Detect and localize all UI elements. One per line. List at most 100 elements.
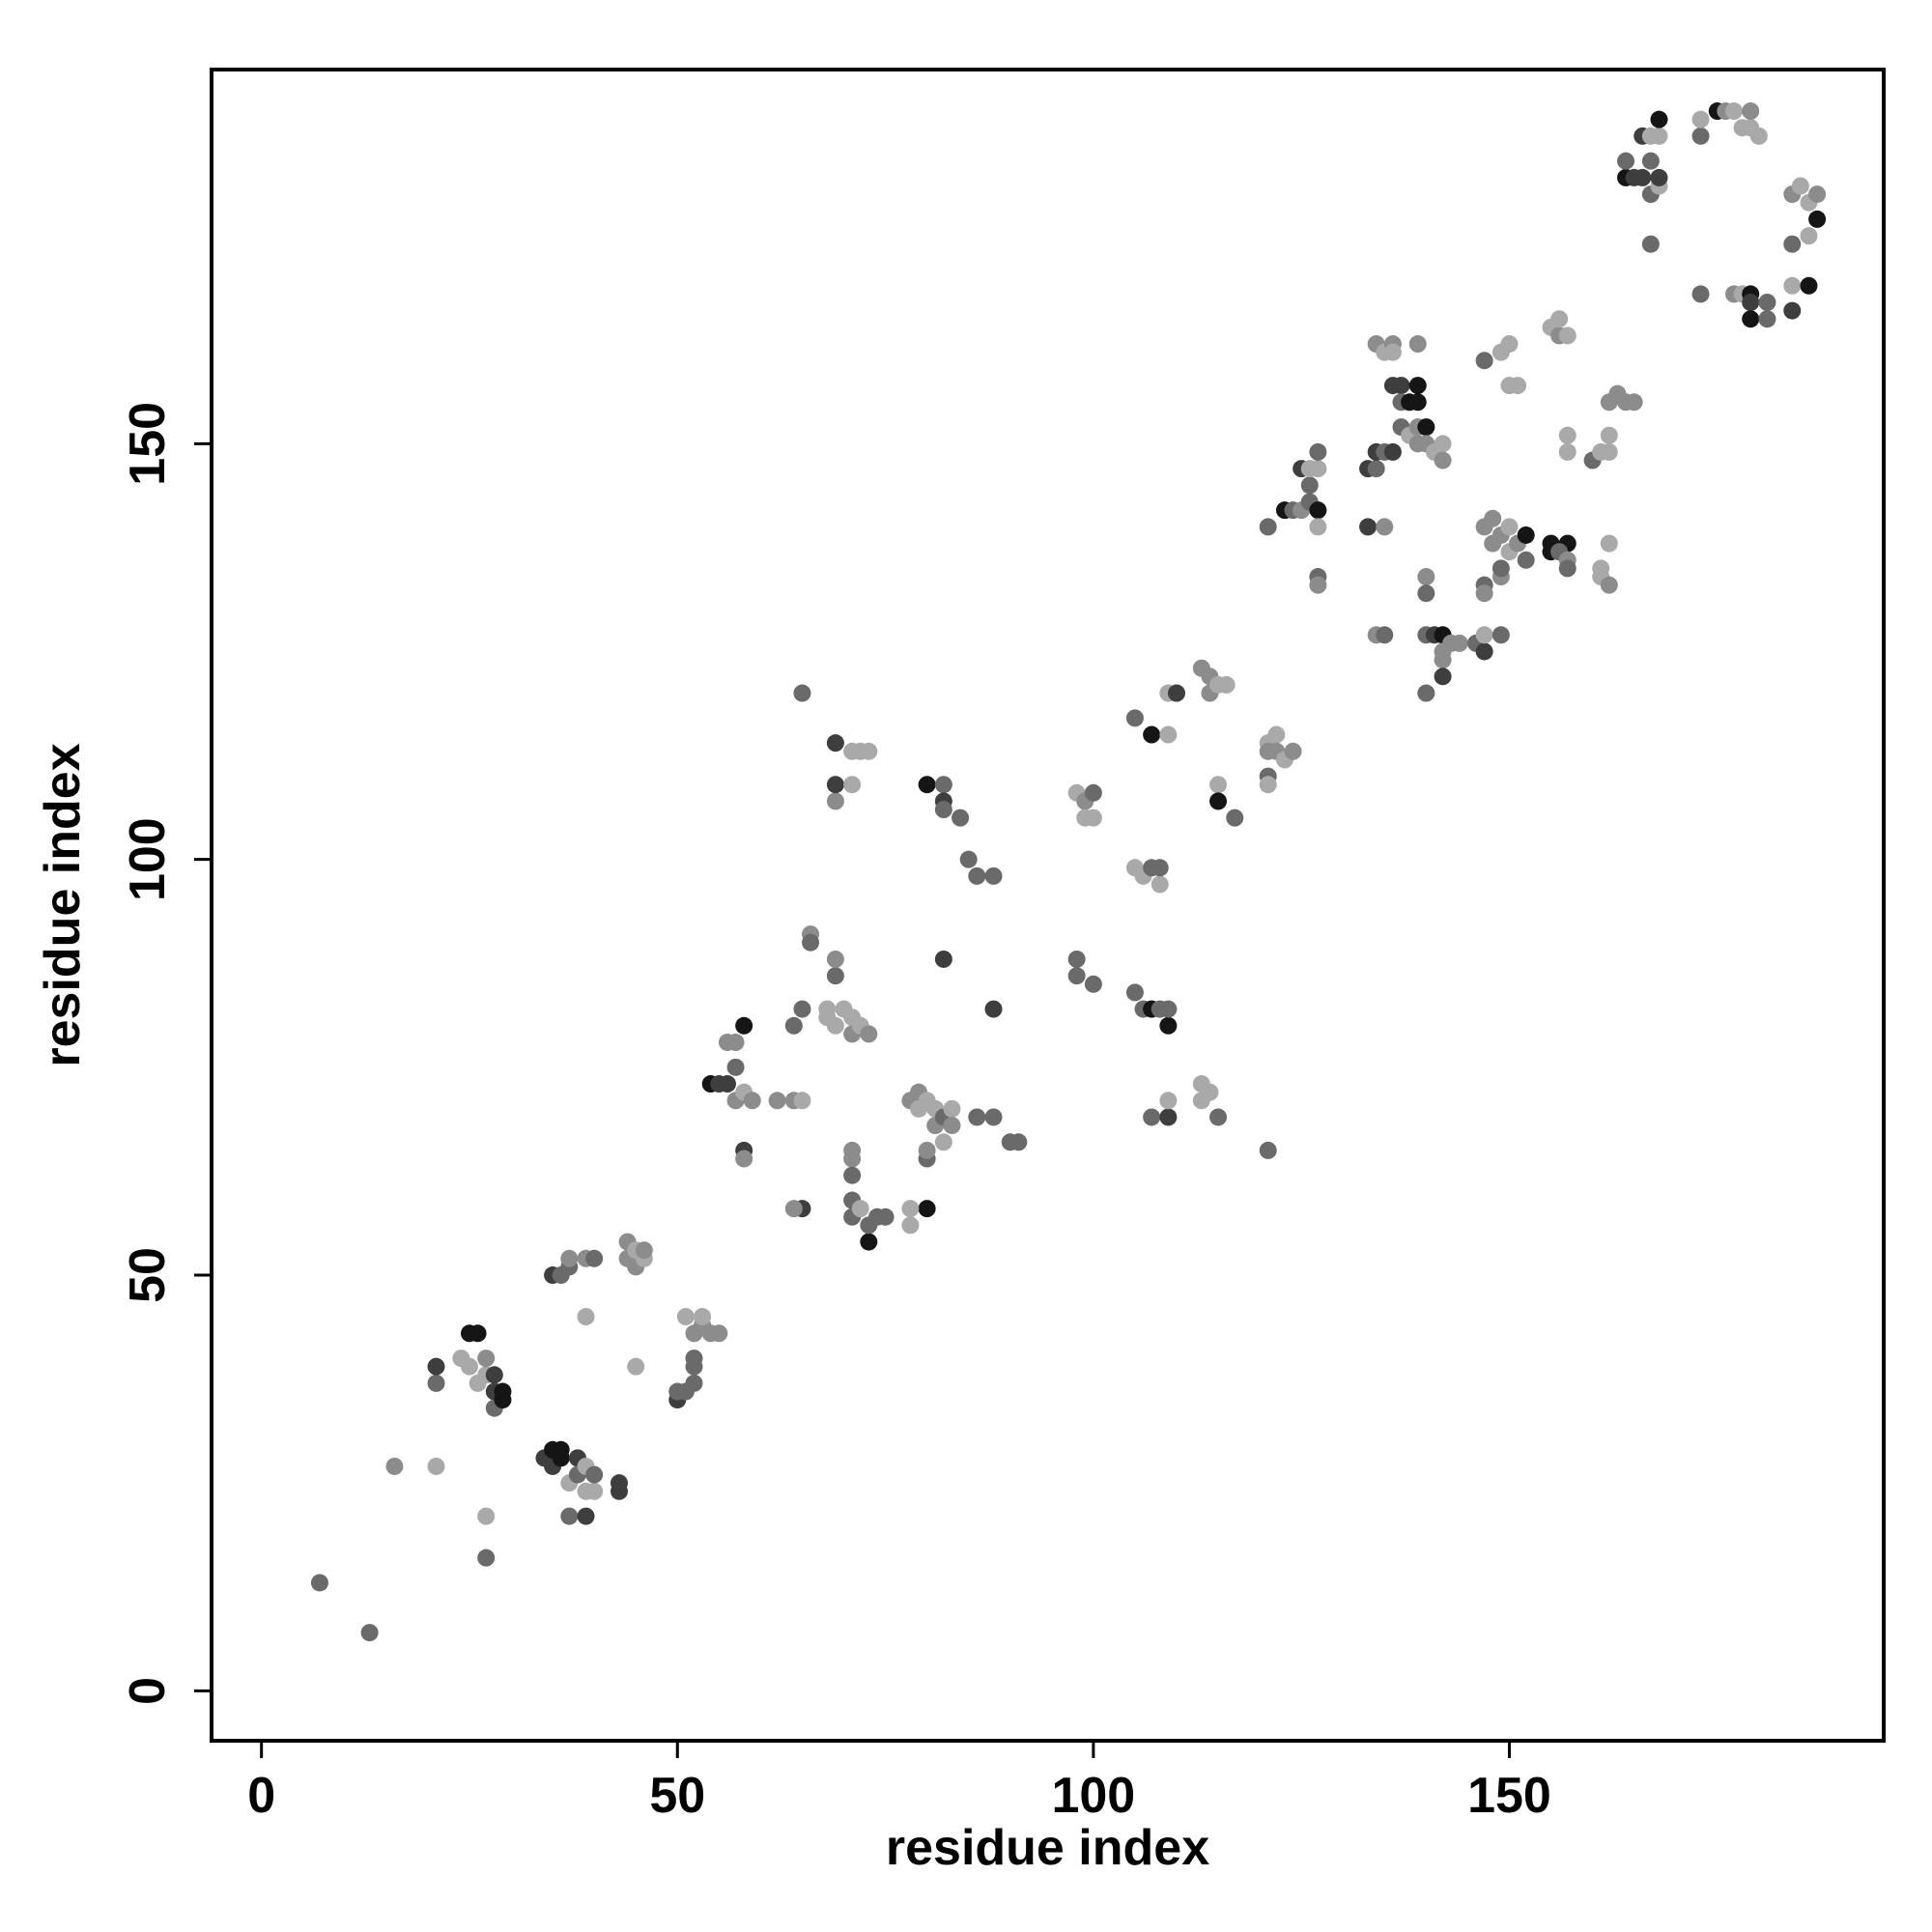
data-point: [685, 1374, 703, 1392]
data-point: [1808, 210, 1827, 228]
data-point: [1434, 435, 1452, 453]
data-point: [1600, 534, 1618, 553]
data-point: [1417, 584, 1435, 603]
data-point: [1558, 442, 1577, 461]
data-point: [726, 1034, 745, 1052]
data-point: [360, 1624, 379, 1642]
data-point: [1084, 783, 1102, 802]
data-point: [984, 1000, 1003, 1018]
data-point: [918, 1200, 936, 1218]
data-point: [735, 1150, 753, 1168]
data-point: [943, 1117, 961, 1135]
data-point: [860, 742, 878, 760]
data-point: [1492, 626, 1510, 644]
data-point: [1691, 127, 1710, 145]
data-point: [477, 1350, 496, 1368]
data-point: [793, 1000, 811, 1018]
data-point: [826, 950, 844, 968]
data-point: [1359, 518, 1378, 536]
data-point: [1408, 377, 1427, 395]
data-point: [1159, 1000, 1178, 1018]
data-point: [1125, 709, 1144, 727]
data-point: [860, 1233, 878, 1251]
y-tick-label: 150: [120, 402, 176, 486]
data-point: [1600, 576, 1618, 594]
data-point: [793, 684, 811, 702]
data-point: [1500, 335, 1519, 354]
data-point: [826, 776, 844, 794]
data-point: [1634, 168, 1652, 186]
data-point: [477, 1548, 496, 1567]
data-point: [1209, 792, 1228, 810]
data-point: [968, 867, 986, 885]
data-point: [1742, 102, 1760, 121]
data-point: [934, 776, 952, 794]
data-point: [901, 1216, 920, 1235]
data-point: [1392, 377, 1410, 395]
data-point: [1742, 310, 1760, 328]
data-point: [1159, 1108, 1178, 1126]
data-point: [1284, 742, 1302, 760]
y-tick-label: 50: [120, 1247, 176, 1303]
y-tick-label: 100: [120, 817, 176, 901]
data-point: [1209, 1108, 1228, 1126]
data-point: [1084, 975, 1102, 993]
data-point: [577, 1507, 595, 1525]
data-point: [1783, 235, 1802, 253]
data-point: [1143, 1108, 1161, 1126]
data-point: [1509, 377, 1527, 395]
data-point: [1800, 276, 1818, 295]
data-point: [1742, 293, 1760, 311]
data-point: [685, 1350, 703, 1368]
data-point: [1450, 634, 1468, 652]
data-point: [984, 867, 1003, 885]
data-point: [826, 1016, 844, 1035]
data-point: [460, 1357, 478, 1376]
data-point: [726, 1058, 745, 1076]
data-point: [560, 1249, 579, 1267]
data-point: [1475, 642, 1493, 661]
y-axis: 0 50 100 150: [120, 402, 212, 1705]
data-point: [1367, 460, 1385, 478]
data-point: [768, 1092, 786, 1110]
y-tick-label: 0: [120, 1677, 176, 1705]
x-tick-label: 100: [1051, 1768, 1135, 1824]
data-point: [718, 1075, 736, 1094]
data-point: [1758, 310, 1776, 328]
x-tick-label: 150: [1467, 1768, 1551, 1824]
data-point: [784, 1016, 803, 1035]
data-point: [494, 1391, 512, 1409]
data-point: [1192, 1075, 1210, 1094]
data-point: [851, 1200, 869, 1218]
data-point: [427, 1457, 445, 1475]
data-point: [1758, 293, 1776, 311]
x-tick-label: 50: [649, 1768, 705, 1824]
data-point: [984, 1108, 1003, 1126]
data-point: [627, 1357, 645, 1376]
data-point: [1650, 168, 1668, 186]
data-point: [1376, 518, 1394, 536]
data-point: [427, 1374, 445, 1392]
data-point: [784, 1200, 803, 1218]
data-point: [860, 1025, 878, 1043]
data-point: [1067, 950, 1086, 968]
data-point: [477, 1507, 496, 1525]
data-point: [843, 776, 862, 794]
plot-frame: [210, 68, 1886, 1743]
data-point: [1484, 509, 1502, 527]
data-point: [1641, 152, 1660, 170]
data-point: [1600, 426, 1618, 444]
data-point: [918, 1141, 936, 1159]
data-point: [826, 792, 844, 810]
data-point: [1159, 1016, 1178, 1035]
data-point: [1691, 110, 1710, 128]
data-point: [735, 1016, 753, 1035]
data-point: [1475, 584, 1493, 603]
data-point: [1009, 1133, 1028, 1151]
data-point: [843, 1150, 862, 1168]
data-point: [1267, 725, 1286, 744]
data-point: [1783, 276, 1802, 295]
data-point: [934, 1133, 952, 1151]
data-point: [1259, 1141, 1277, 1159]
data-point: [552, 1440, 570, 1459]
